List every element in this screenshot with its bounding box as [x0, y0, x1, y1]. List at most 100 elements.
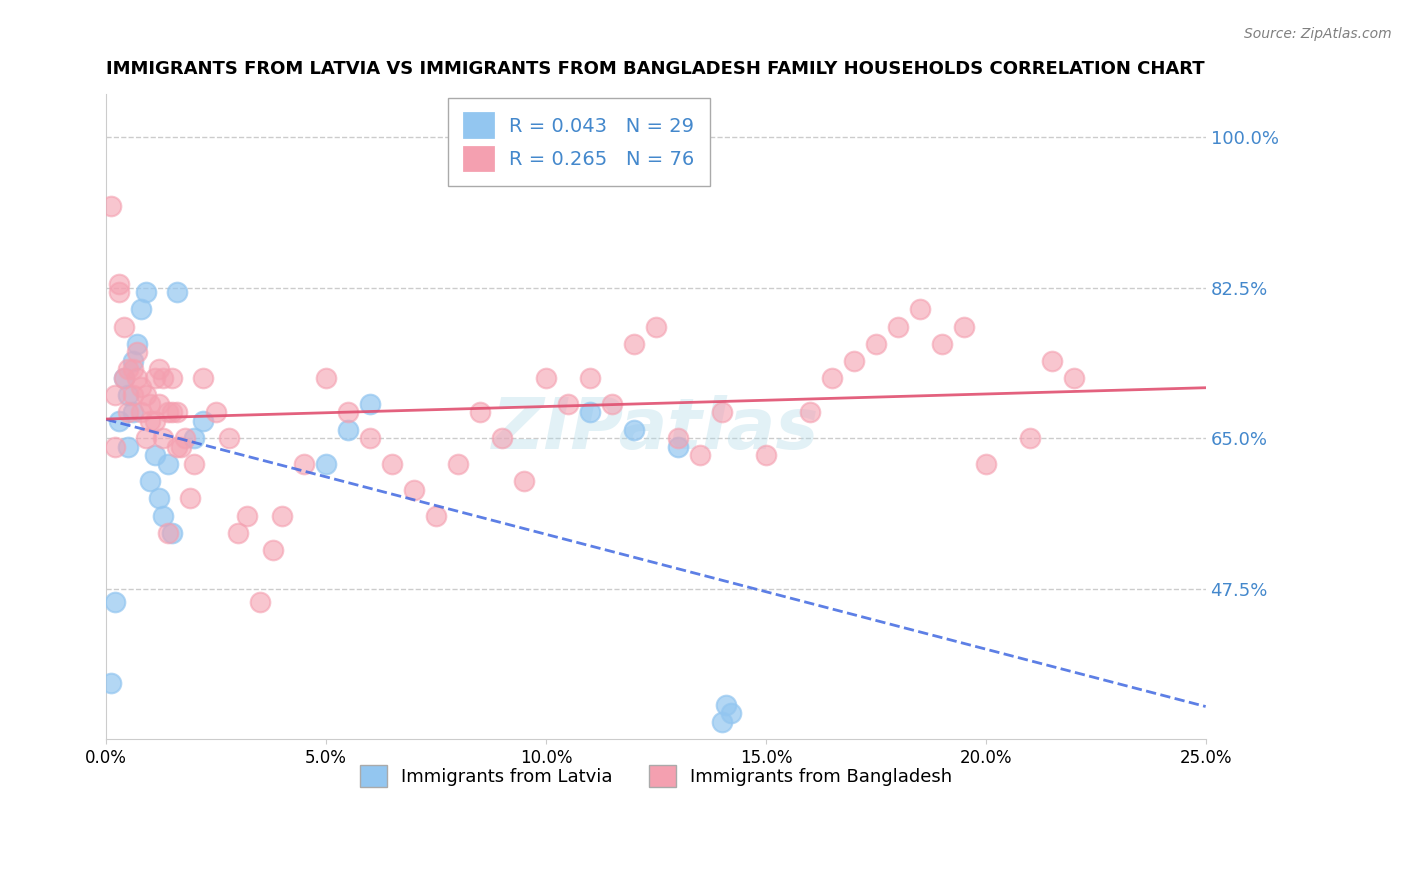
Point: [842, 354, 865, 368]
Point: [491, 431, 513, 445]
Point: [125, 345, 148, 359]
Point: [226, 525, 249, 540]
Point: [755, 449, 778, 463]
Point: [100, 676, 122, 690]
Point: [579, 371, 602, 385]
Point: [135, 388, 157, 402]
Point: [249, 594, 271, 608]
Point: [292, 457, 315, 471]
Point: [468, 405, 491, 419]
Point: [952, 319, 974, 334]
Point: [160, 525, 183, 540]
Point: [117, 388, 139, 402]
Point: [156, 525, 179, 540]
Point: [799, 405, 821, 419]
Point: [1063, 371, 1085, 385]
Point: [108, 277, 131, 291]
Point: [108, 414, 131, 428]
Point: [148, 362, 170, 376]
Point: [108, 285, 131, 300]
Point: [720, 706, 742, 721]
Point: [121, 388, 143, 402]
Point: [623, 336, 645, 351]
Point: [121, 405, 143, 419]
Point: [152, 508, 174, 523]
Text: ZIPatlas: ZIPatlas: [492, 395, 820, 464]
Point: [112, 371, 135, 385]
Legend: Immigrants from Latvia, Immigrants from Bangladesh: Immigrants from Latvia, Immigrants from …: [344, 750, 967, 801]
Point: [131, 405, 153, 419]
Point: [315, 457, 337, 471]
Point: [931, 336, 953, 351]
Point: [160, 371, 183, 385]
Point: [183, 457, 205, 471]
Point: [191, 371, 214, 385]
Point: [315, 371, 337, 385]
Point: [183, 431, 205, 445]
Point: [152, 431, 174, 445]
Point: [143, 414, 166, 428]
Point: [425, 508, 447, 523]
Point: [104, 594, 127, 608]
Point: [131, 380, 153, 394]
Point: [271, 508, 294, 523]
Point: [166, 285, 188, 300]
Point: [534, 371, 557, 385]
Point: [359, 397, 381, 411]
Point: [121, 354, 143, 368]
Point: [125, 336, 148, 351]
Point: [908, 302, 931, 317]
Point: [666, 440, 689, 454]
Point: [191, 414, 214, 428]
Point: [112, 371, 135, 385]
Point: [143, 449, 166, 463]
Point: [710, 714, 733, 729]
Point: [135, 431, 157, 445]
Point: [166, 440, 188, 454]
Point: [689, 449, 711, 463]
Point: [262, 543, 284, 558]
Point: [174, 431, 197, 445]
Point: [125, 371, 148, 385]
Point: [865, 336, 887, 351]
Point: [359, 431, 381, 445]
Point: [337, 423, 360, 437]
Point: [117, 440, 139, 454]
Point: [170, 440, 193, 454]
Point: [117, 362, 139, 376]
Point: [143, 371, 166, 385]
Point: [623, 423, 645, 437]
Point: [887, 319, 910, 334]
Point: [156, 405, 179, 419]
Point: [104, 440, 127, 454]
Point: [139, 397, 162, 411]
Point: [557, 397, 579, 411]
Point: [666, 431, 689, 445]
Point: [104, 388, 127, 402]
Point: [148, 491, 170, 506]
Point: [404, 483, 426, 497]
Point: [600, 397, 623, 411]
Point: [1018, 431, 1040, 445]
Point: [100, 199, 122, 213]
Point: [974, 457, 997, 471]
Point: [513, 475, 536, 489]
Point: [710, 405, 733, 419]
Point: [645, 319, 668, 334]
Point: [1040, 354, 1063, 368]
Point: [821, 371, 844, 385]
Point: [139, 475, 162, 489]
Point: [218, 431, 240, 445]
Point: [337, 405, 360, 419]
Point: [179, 491, 201, 506]
Point: [135, 285, 157, 300]
Point: [131, 302, 153, 317]
Point: [139, 414, 162, 428]
Point: [166, 405, 188, 419]
Point: [236, 508, 259, 523]
Point: [160, 405, 183, 419]
Point: [121, 362, 143, 376]
Text: Source: ZipAtlas.com: Source: ZipAtlas.com: [1244, 27, 1392, 41]
Text: IMMIGRANTS FROM LATVIA VS IMMIGRANTS FROM BANGLADESH FAMILY HOUSEHOLDS CORRELATI: IMMIGRANTS FROM LATVIA VS IMMIGRANTS FRO…: [107, 60, 1205, 78]
Point: [381, 457, 404, 471]
